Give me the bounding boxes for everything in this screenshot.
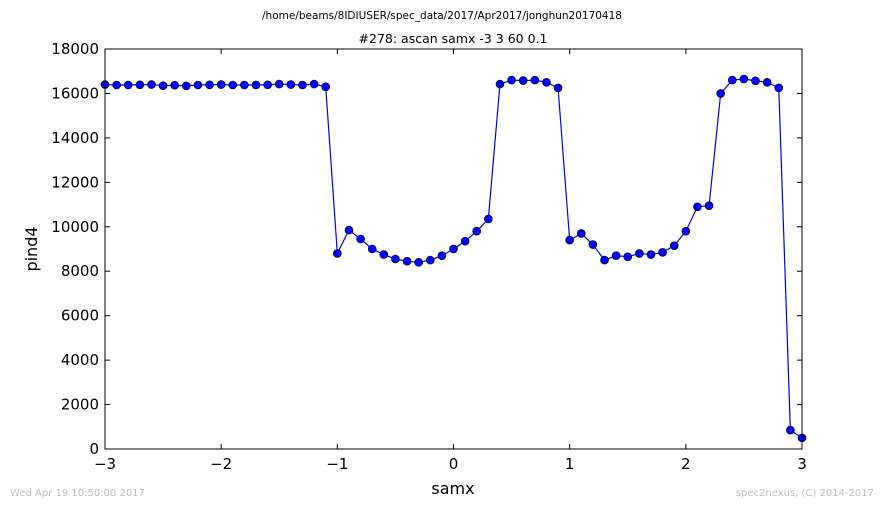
data-point (286, 80, 296, 89)
x-tick-label: 3 (797, 455, 807, 473)
y-tick-label: 6000 (61, 307, 99, 325)
data-point (484, 214, 493, 224)
y-tick-label: 12000 (51, 173, 99, 191)
y-tick-label: 4000 (61, 351, 99, 369)
data-point (716, 89, 725, 98)
data-series (100, 74, 807, 443)
data-point (588, 240, 598, 249)
x-tick-label: −2 (210, 455, 232, 473)
x-tick-label: 1 (565, 455, 575, 473)
data-point (693, 202, 702, 212)
data-point (646, 250, 656, 259)
data-point (460, 236, 470, 246)
data-point (449, 244, 458, 254)
data-point (542, 78, 551, 87)
data-point (135, 80, 145, 90)
x-tick-label: 2 (681, 455, 691, 473)
data-point (333, 249, 342, 258)
data-point (553, 83, 563, 93)
data-point (251, 80, 261, 90)
data-point (147, 80, 156, 89)
data-point (379, 250, 389, 259)
data-point (309, 79, 319, 89)
data-point (123, 80, 133, 90)
data-point (158, 81, 168, 90)
data-point (240, 80, 249, 90)
data-point (669, 241, 679, 250)
y-tick-label: 10000 (51, 218, 99, 236)
data-point (739, 74, 749, 84)
data-point (518, 76, 528, 85)
data-point (170, 80, 179, 90)
data-point (751, 76, 760, 86)
y-tick-label: 18000 (51, 40, 99, 58)
data-point (623, 252, 633, 262)
y-tick-label: 0 (89, 440, 99, 458)
data-point (321, 82, 331, 92)
data-point (112, 80, 121, 90)
data-point (414, 258, 423, 267)
footer-timestamp: Wed Apr 19 10:50:00 2017 (10, 488, 145, 499)
data-point (576, 229, 586, 238)
data-point (495, 79, 505, 89)
data-point (727, 75, 737, 85)
data-point (611, 251, 621, 260)
data-point (182, 81, 191, 91)
x-tick-label: 0 (449, 455, 459, 473)
data-point (205, 80, 214, 90)
axis-tick-labels: −3 −2 −1 0 1 2 3 0 2000 4000 6000 8000 10000 12000 140… (51, 40, 806, 473)
x-axis-label: samx (431, 479, 474, 498)
data-point (193, 80, 203, 90)
data-point (530, 75, 540, 85)
data-point (762, 78, 772, 87)
data-point (216, 80, 226, 89)
data-point (437, 251, 447, 260)
plot-area-frame (104, 48, 803, 450)
footer-credit: spec2nexus, (C) 2014-2017 (735, 488, 874, 499)
y-tick-label: 16000 (51, 84, 99, 102)
figure-suptitle: /home/beams/8IDIUSER/spec_data/2017/Apr2… (262, 10, 622, 22)
data-point (228, 80, 238, 90)
data-point (704, 201, 714, 210)
data-point (425, 255, 435, 265)
y-axis-label: pind4 (22, 226, 41, 271)
data-point (565, 235, 574, 245)
data-point (600, 255, 609, 265)
x-tick-label: −1 (326, 455, 348, 473)
data-point (356, 234, 365, 244)
data-point (658, 248, 667, 257)
data-point (263, 80, 272, 90)
y-tick-label: 14000 (51, 129, 99, 147)
data-point (391, 254, 400, 264)
data-point (774, 83, 784, 93)
data-point (507, 75, 516, 85)
data-point (472, 226, 482, 236)
data-point (274, 79, 284, 89)
data-point (402, 256, 412, 266)
data-point (298, 80, 307, 90)
data-point (786, 425, 795, 435)
data-point (367, 244, 377, 254)
chart-title: #278: ascan samx -3 3 60 0.1 (359, 31, 548, 46)
y-tick-label: 8000 (61, 262, 99, 280)
data-point (635, 249, 644, 258)
y-tick-label: 2000 (61, 396, 99, 414)
data-point (344, 225, 354, 235)
x-tick-label: −3 (94, 455, 116, 473)
series-line (104, 78, 803, 439)
data-point (681, 226, 691, 236)
